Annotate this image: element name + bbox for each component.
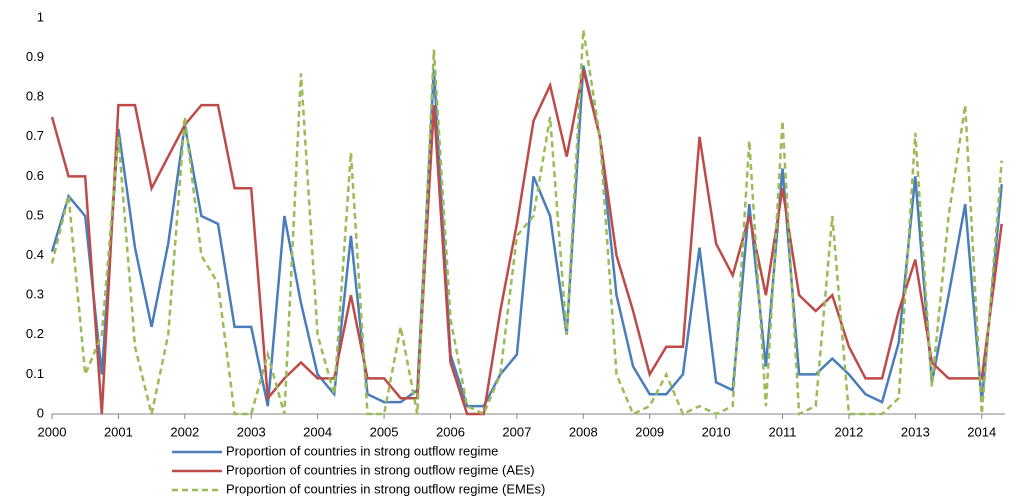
x-tick-label: 2014 bbox=[967, 424, 996, 439]
x-tick-label: 2006 bbox=[436, 424, 465, 439]
x-tick-label: 2011 bbox=[769, 424, 797, 439]
series-line bbox=[50, 29, 1003, 416]
y-tick-label: 0.2 bbox=[26, 326, 44, 341]
x-tick-label: 2000 bbox=[38, 424, 67, 439]
y-tick-label: 0.9 bbox=[26, 49, 44, 64]
y-tick-label: 0.1 bbox=[26, 366, 44, 381]
y-tick-label: 1 bbox=[37, 9, 44, 24]
y-tick-label: 0.4 bbox=[26, 247, 44, 262]
y-tick-label: 0.3 bbox=[26, 287, 44, 302]
x-tick-label: 2005 bbox=[370, 424, 399, 439]
series-line bbox=[50, 69, 1003, 416]
x-tick-label: 2010 bbox=[702, 424, 731, 439]
x-tick-label: 2003 bbox=[237, 424, 266, 439]
legend-label: Proportion of countries in strong outflo… bbox=[226, 443, 498, 458]
x-tick-label: 2002 bbox=[170, 424, 199, 439]
y-tick-label: 0 bbox=[37, 405, 44, 420]
x-tick-label: 2004 bbox=[303, 424, 332, 439]
x-tick-label: 2009 bbox=[635, 424, 664, 439]
x-tick-label: 2013 bbox=[901, 424, 930, 439]
x-tick-label: 2012 bbox=[834, 424, 863, 439]
x-tick-label: 2007 bbox=[502, 424, 531, 439]
y-tick-label: 0.8 bbox=[26, 89, 44, 104]
y-tick-label: 0.7 bbox=[26, 128, 44, 143]
series-line bbox=[50, 65, 1003, 408]
legend-label: Proportion of countries in strong outflo… bbox=[226, 481, 545, 496]
x-tick-label: 2001 bbox=[104, 424, 133, 439]
legend-label: Proportion of countries in strong outflo… bbox=[226, 462, 535, 477]
x-tick-label: 2008 bbox=[569, 424, 598, 439]
y-tick-label: 0.6 bbox=[26, 168, 44, 183]
y-tick-label: 0.5 bbox=[26, 207, 44, 222]
